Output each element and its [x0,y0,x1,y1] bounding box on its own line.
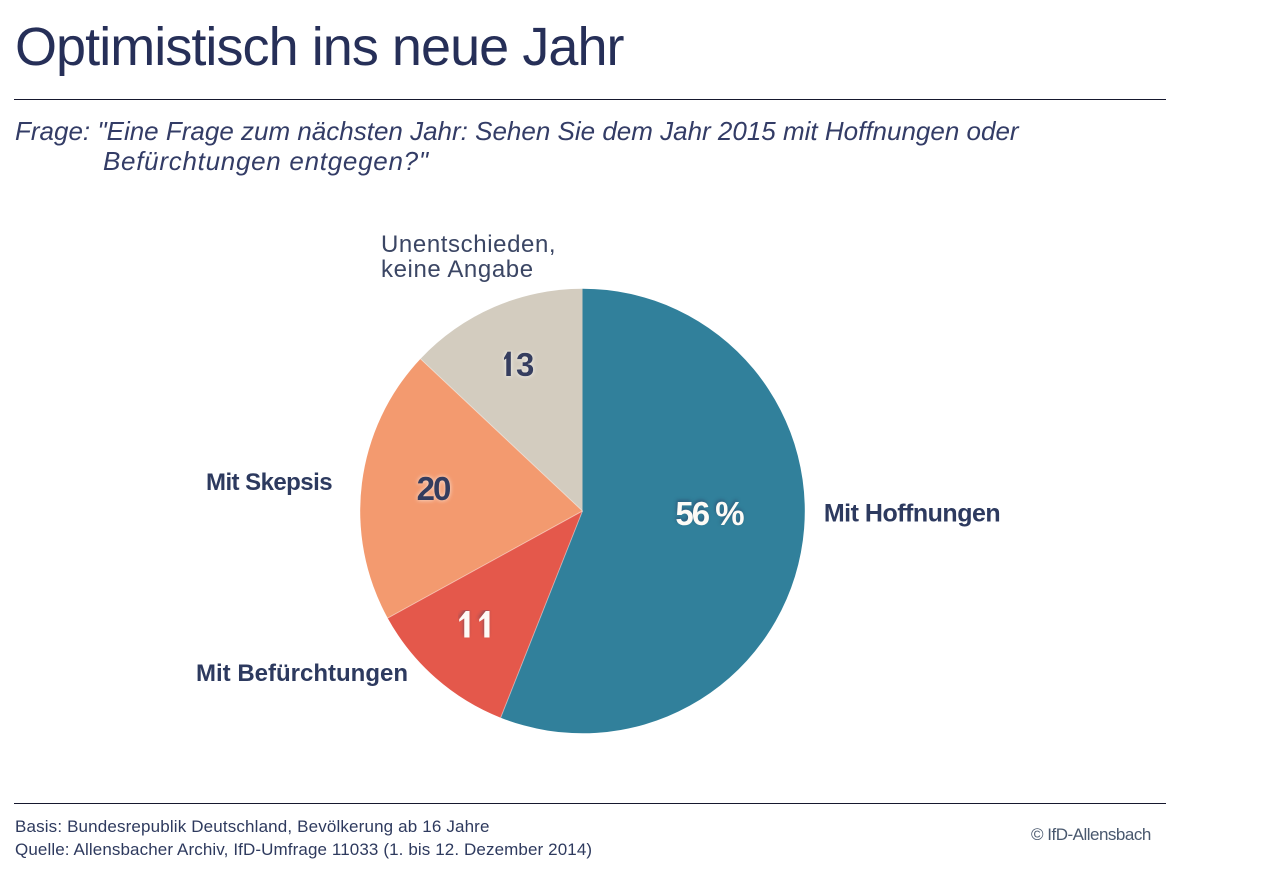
svg-text:3: 3 [516,350,534,382]
